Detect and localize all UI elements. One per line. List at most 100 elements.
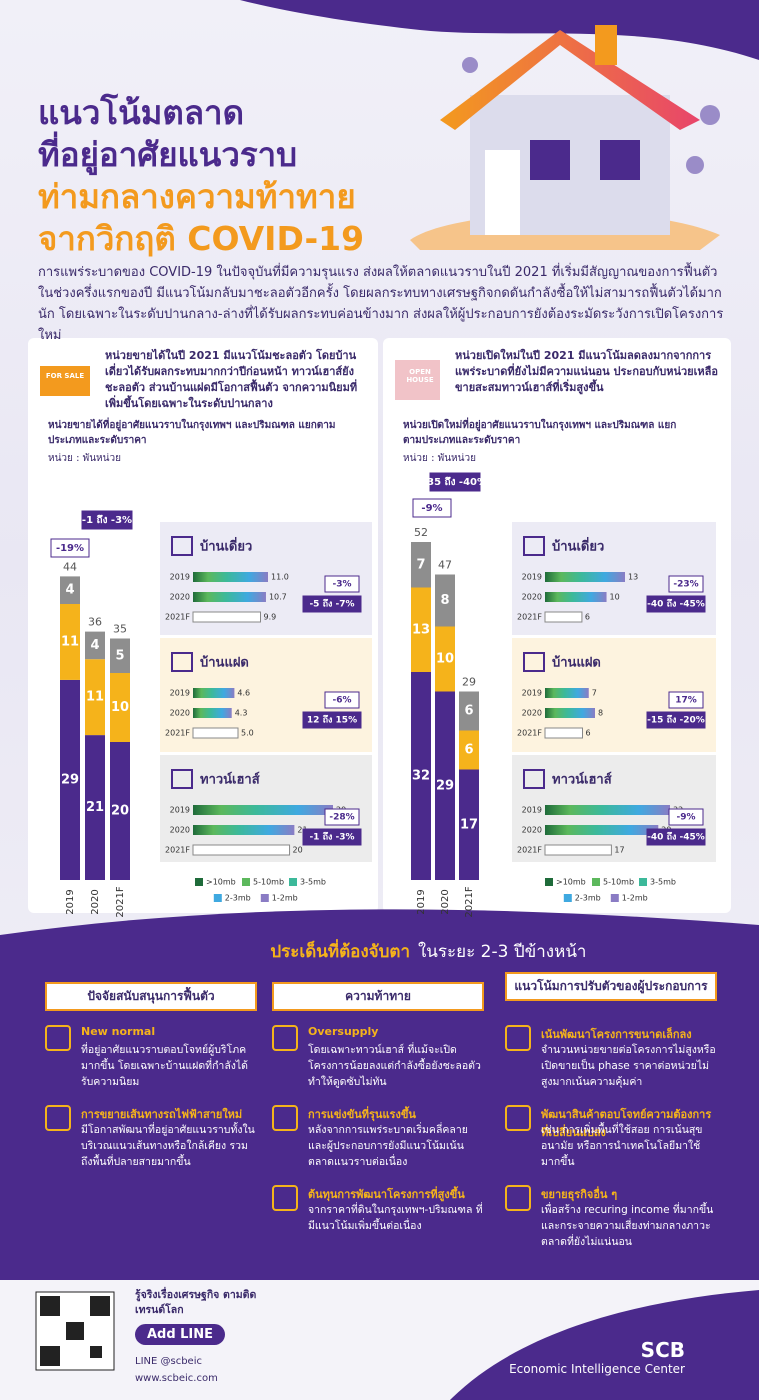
bar — [545, 805, 670, 815]
bar — [545, 572, 625, 582]
column-heading: ปัจจัยสนับสนุนการฟื้นตัว — [45, 982, 257, 1011]
segment-label: 6 — [464, 704, 473, 719]
segment-label: 29 — [61, 772, 79, 787]
annotation-box — [324, 691, 360, 709]
icon — [171, 769, 193, 789]
annotation-box — [646, 711, 706, 729]
bar — [192, 844, 291, 856]
panel-heading: หน่วยขายได้ในปี 2021 มีแนวโน้มชะลอตัว โด… — [105, 349, 358, 410]
bar — [545, 708, 595, 718]
value-label: 6 — [586, 729, 591, 738]
annotation: -9% — [676, 813, 695, 823]
bar — [193, 592, 266, 602]
annotation-box — [302, 711, 362, 729]
segment-label: 10 — [436, 652, 454, 667]
item-text: หลังจากการแพร่ระบาดเริ่มคลี่คลาย และผู้ป… — [308, 1124, 468, 1168]
annotation-box — [302, 828, 362, 846]
item-text: จากราคาที่ดินในกรุงเทพฯ-ปริมณฑล ที่มีแนว… — [308, 1204, 483, 1232]
value-label: 20 — [293, 846, 303, 855]
bar — [193, 708, 232, 718]
website: www.scbeic.com — [135, 1373, 218, 1384]
value-label: 5.0 — [241, 729, 254, 738]
segment-label: 6 — [464, 743, 473, 758]
value-label: 6 — [585, 613, 590, 622]
annotation: -35 ถึง -40% — [423, 476, 487, 488]
legend-label: 5-10mb — [253, 878, 284, 887]
annotation: -3% — [332, 580, 351, 590]
legend-label: 3-5mb — [300, 878, 326, 887]
badge: OPEN HOUSE — [406, 368, 434, 384]
year-label: 2019 — [416, 889, 427, 914]
item-title: การแข่งขันที่รุนแรงขึ้น — [308, 1108, 416, 1121]
year-label: 2019 — [170, 806, 190, 815]
segment-label: 4 — [90, 638, 99, 653]
legend-swatch — [242, 878, 250, 886]
bar — [192, 727, 239, 739]
bar-segment — [60, 576, 80, 604]
annotation: 17% — [675, 696, 697, 706]
annotation-box — [668, 808, 704, 826]
annotation-box — [324, 808, 360, 826]
bar — [545, 592, 607, 602]
year-label: 2019 — [522, 806, 542, 815]
legend-swatch — [213, 894, 222, 902]
bar-segment — [459, 730, 479, 770]
bar — [193, 805, 333, 815]
legend-swatch — [289, 878, 297, 886]
legend-label: 1-2mb — [622, 894, 648, 903]
segment-label: 5 — [115, 648, 124, 663]
year-label: 2019 — [522, 689, 542, 698]
legend-swatch — [592, 878, 600, 886]
annotation-box — [646, 828, 706, 846]
value-label: 8 — [598, 709, 603, 718]
legend-label: 1-2mb — [272, 894, 298, 903]
bar — [545, 825, 659, 835]
legend-label: >10mb — [556, 878, 586, 887]
icon — [171, 652, 193, 672]
year-label: 2020 — [522, 826, 542, 835]
value-label: 4.6 — [237, 689, 250, 698]
year-label: 2019 — [522, 573, 542, 582]
value-label: 10 — [610, 593, 620, 602]
year-label: 2019 — [170, 689, 190, 698]
item-text: มีโอกาสพัฒนาที่อยู่อาศัยแนวราบทั้งในบริเ… — [81, 1124, 255, 1168]
item-text: จำนวนหน่วยขายต่อโครงการไม่สูงหรือเปิดขาย… — [541, 1044, 716, 1088]
value-label: 21 — [297, 826, 307, 835]
annotation: -15 ถึง -20% — [647, 715, 705, 726]
annotation-box — [50, 538, 90, 558]
column-heading: ความท้าทาย — [272, 982, 484, 1011]
year-label: 2020 — [522, 709, 542, 718]
year-label: 2019 — [65, 889, 76, 914]
year-label: 2021F — [165, 729, 190, 738]
annotation-box — [429, 472, 481, 492]
annotation-box — [302, 595, 362, 613]
year-label: 2021F — [517, 729, 542, 738]
tagline: รู้จริงเรื่องเศรษฐกิจ ตามติดเทรนด์โลก — [135, 1289, 257, 1316]
item-text: ที่อยู่อาศัยแนวราบตอบโจทย์ผู้บริโภคมากขึ… — [81, 1044, 248, 1088]
segment-label: 10 — [111, 700, 129, 715]
brand: SCB — [640, 1338, 685, 1362]
item-icon — [272, 1105, 298, 1131]
item-title: ขยายธุรกิจอื่น ๆ — [541, 1188, 618, 1201]
title-line: จากวิกฤติ COVID-19 — [38, 219, 365, 258]
icon — [523, 652, 545, 672]
item-title: Oversupply — [308, 1025, 379, 1038]
total-label: 44 — [63, 560, 77, 573]
legend-label: 2-3mb — [575, 894, 601, 903]
bar-segment — [60, 679, 80, 880]
annotation-box — [412, 498, 452, 518]
segment-label: 29 — [436, 778, 454, 793]
item-icon — [505, 1105, 531, 1131]
segment-label: 8 — [440, 593, 449, 608]
add-line[interactable]: Add LINE — [135, 1324, 225, 1345]
total-label: 47 — [438, 559, 452, 572]
bar-segment — [110, 638, 130, 673]
panel-title: บ้านแฝด — [552, 655, 601, 671]
item-icon — [505, 1025, 531, 1051]
annotation: -6% — [332, 696, 351, 706]
segment-label: 7 — [416, 557, 425, 572]
segment-label: 32 — [412, 769, 430, 784]
annotation: -40 ถึง -45% — [647, 599, 705, 610]
panel-title: บ้านแฝด — [200, 655, 249, 671]
